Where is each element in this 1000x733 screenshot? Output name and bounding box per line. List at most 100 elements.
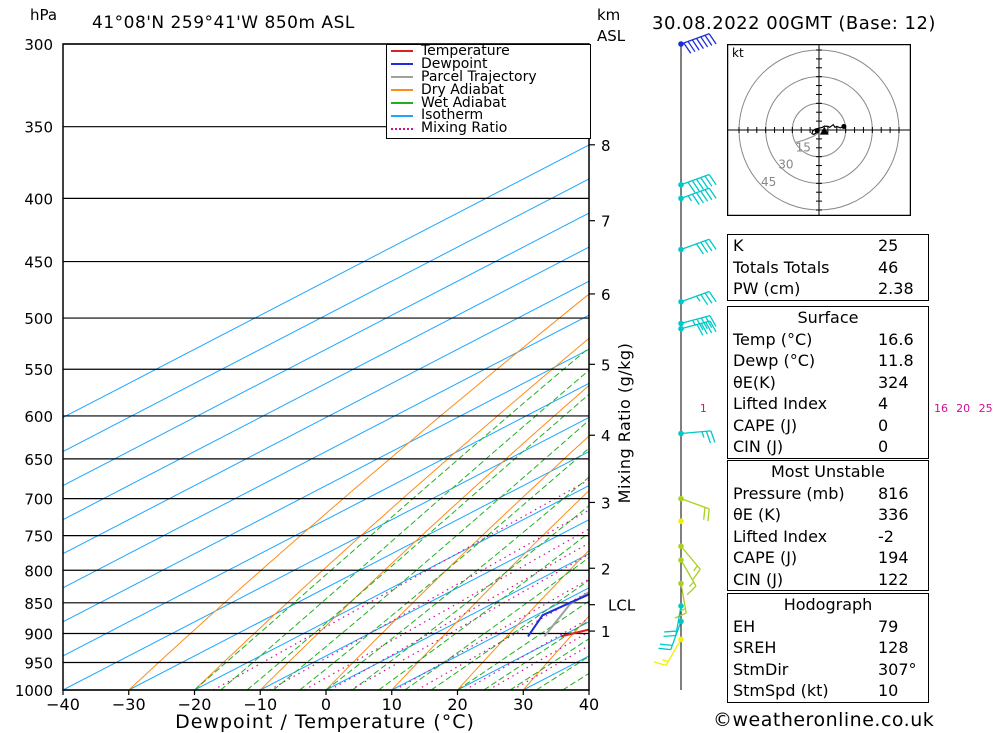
wind-barb-feather <box>691 39 700 51</box>
wet-adiabat-line <box>378 532 589 690</box>
hodograph-unit-label: kt <box>732 46 744 60</box>
pressure-tick-label: 1000 <box>15 682 53 700</box>
km-tick-label: 2 <box>601 560 611 578</box>
wind-barb-staff <box>665 639 682 666</box>
pressure-tick-label: 400 <box>24 190 53 208</box>
index-value: 336 <box>878 505 909 525</box>
pressure-tick-label: 500 <box>24 310 53 328</box>
index-label: CIN (J) <box>733 437 784 457</box>
wind-barb-feather <box>683 42 692 54</box>
stability-indices-table: K 25 Totals Totals 46 PW (cm) 2.38 <box>727 234 929 301</box>
table-row: Lifted Index 4 <box>728 393 928 415</box>
isotherm-line <box>63 144 589 419</box>
km-tick-label: 3 <box>601 494 611 512</box>
hodograph-end-dot <box>841 123 847 129</box>
pressure-unit-label: hPa <box>30 6 58 24</box>
hodograph-table: Hodograph EH 79 SREH 128 StmDir 307° StmSpd (kt… <box>727 593 929 703</box>
isotherm-line <box>63 178 589 453</box>
legend-label: Temperature <box>421 43 510 59</box>
index-value: 307° <box>878 659 917 679</box>
x-tick-label: −20 <box>178 695 212 714</box>
wind-barb-feather <box>700 190 709 202</box>
pressure-tick-label: 900 <box>24 625 53 643</box>
wind-barb <box>678 430 716 444</box>
wind-barb-half-feather <box>662 659 669 663</box>
wind-barb <box>678 557 697 596</box>
wind-barb-feather <box>704 175 713 187</box>
table-row: Temp (°C) 16.6 <box>728 329 928 351</box>
table-section-title: Hodograph <box>783 595 873 614</box>
wind-barb-feather <box>709 320 717 333</box>
legend-item: Dewpoint <box>387 57 590 71</box>
copyright-footer: ©weatheronline.co.uk <box>713 709 935 731</box>
table-section-title: Surface <box>797 308 859 327</box>
wind-barb-feather <box>708 174 717 186</box>
index-label: CAPE (J) <box>733 548 798 568</box>
table-row: SREH 128 <box>728 637 928 659</box>
wind-barb-feather <box>708 238 717 250</box>
hodograph-ring-label: 30 <box>778 158 793 172</box>
legend-label: Wet Adiabat <box>421 94 507 111</box>
x-tick-label: 30 <box>513 695 533 714</box>
wind-barb-feather <box>700 322 708 335</box>
legend-label: Parcel Trajectory <box>421 68 537 85</box>
km-tick-label: 4 <box>601 427 611 445</box>
index-label: Lifted Index <box>733 526 828 546</box>
wind-barb <box>653 636 684 667</box>
isotherm-line <box>260 519 589 690</box>
isotherm-line <box>63 382 589 657</box>
wind-barb-feather <box>664 630 677 633</box>
wind-barb-feather <box>705 431 712 444</box>
wind-barb-feather <box>691 180 700 192</box>
x-tick-label: 40 <box>579 695 599 714</box>
index-value: 2.38 <box>878 279 914 299</box>
index-label: Temp (°C) <box>733 329 813 349</box>
wind-barb-staff <box>680 559 697 587</box>
pressure-tick-label: 700 <box>24 491 53 509</box>
legend-swatch <box>391 50 413 53</box>
wind-barb <box>678 315 717 331</box>
pressure-tick-label: 600 <box>24 408 53 426</box>
index-value: 4 <box>878 394 889 414</box>
wind-barb-feather <box>691 193 700 205</box>
wind-barb <box>678 238 717 255</box>
table-row: Totals Totals 46 <box>728 257 928 279</box>
wind-barb-feather <box>695 37 704 49</box>
location-title: 41°08'N 259°41'W 850m ASL <box>92 13 355 33</box>
x-tick-label: 0 <box>321 695 331 714</box>
wind-barb-feather <box>708 187 717 199</box>
x-tick-label: 10 <box>382 695 402 714</box>
wind-barb-feather <box>703 507 706 520</box>
lcl-label: LCL <box>608 597 636 615</box>
isotherm-line <box>63 212 589 487</box>
legend-swatch <box>391 114 413 117</box>
wet-adiabat-line <box>352 504 589 690</box>
index-label: Totals Totals <box>733 257 830 277</box>
legend-swatch <box>391 102 413 104</box>
legend-item: Isotherm <box>387 109 590 122</box>
pressure-tick-label: 300 <box>24 36 53 54</box>
index-value: 0 <box>878 437 889 457</box>
index-value: 79 <box>878 616 899 636</box>
wind-barb-staff <box>680 290 710 303</box>
wind-barb-feather <box>695 243 704 255</box>
table-row: θE (K) 336 <box>728 504 928 526</box>
hodograph-trace <box>811 123 845 136</box>
mixing-ratio-tick-label: 1 <box>700 402 707 415</box>
index-value: 122 <box>878 569 909 589</box>
index-label: K <box>733 236 744 256</box>
wind-barb-half-feather <box>701 431 705 438</box>
wind-barb-staff <box>680 33 710 45</box>
table-row: Dewp (°C) 11.8 <box>728 350 928 372</box>
height-unit-label-asl: ASL <box>597 27 626 45</box>
x-tick-label: −40 <box>46 695 80 714</box>
table-row: Lifted Index -2 <box>728 526 928 548</box>
wind-barb-feather <box>708 33 717 45</box>
legend-item: Dry Adiabat <box>387 83 590 97</box>
index-label: θE(K) <box>733 372 776 392</box>
mixing-ratio-tick-label: 16 <box>934 402 948 415</box>
legend-swatch <box>391 76 413 79</box>
x-tick-label: 20 <box>447 695 467 714</box>
mixing-ratio-tick-label: 25 <box>979 402 993 415</box>
